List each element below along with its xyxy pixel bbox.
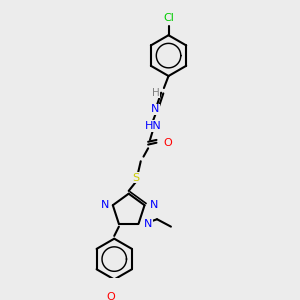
Text: O: O <box>163 138 172 148</box>
Text: H: H <box>152 88 159 98</box>
Text: N: N <box>144 219 152 229</box>
Text: S: S <box>133 173 140 183</box>
Text: Cl: Cl <box>163 13 174 23</box>
Text: HN: HN <box>144 121 161 131</box>
Text: N: N <box>152 104 160 114</box>
Text: N: N <box>150 200 158 210</box>
Text: N: N <box>101 200 109 210</box>
Text: O: O <box>106 292 115 300</box>
